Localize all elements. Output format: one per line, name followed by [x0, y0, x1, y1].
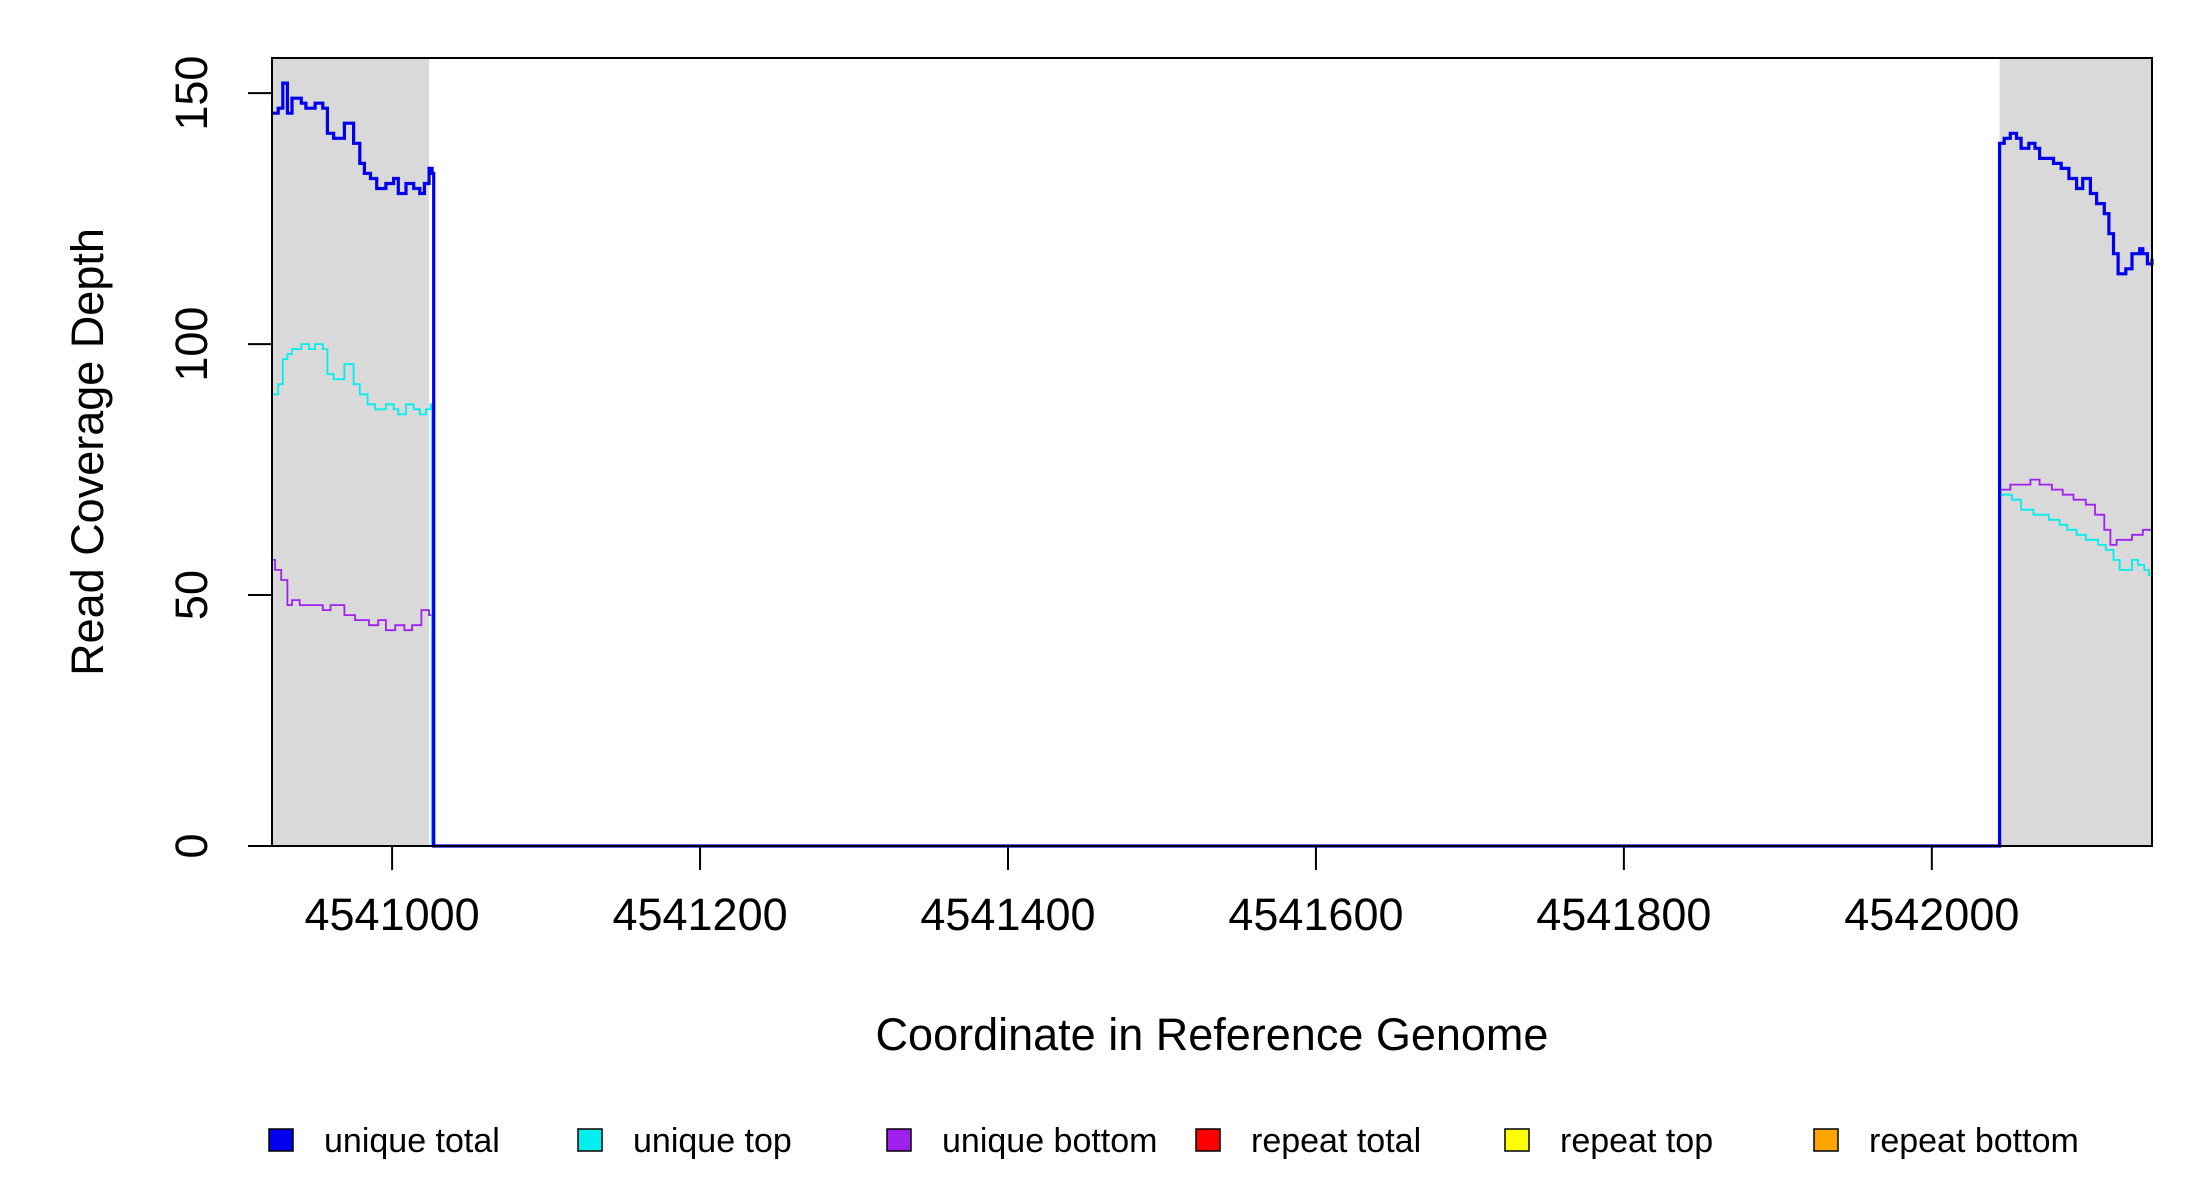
legend-swatch [1504, 1128, 1530, 1152]
legend-swatch [577, 1128, 603, 1152]
x-tick-label: 4541600 [1228, 889, 1403, 940]
legend-item-unique-top: unique top [577, 1122, 792, 1160]
x-tick-label: 4541400 [920, 889, 1095, 940]
series-line-unique-bottom [272, 478, 2153, 847]
x-tick-label: 4542000 [1844, 889, 2019, 940]
legend-label: unique total [324, 1122, 500, 1160]
legend-item-unique-bottom: unique bottom [886, 1122, 1158, 1160]
legend-label: unique top [633, 1122, 792, 1160]
legend-swatch [886, 1128, 912, 1152]
y-tick-label: 0 [166, 833, 217, 858]
y-axis: 0 50 100 150 [166, 56, 272, 859]
y-axis-label: Read Coverage Depth [62, 228, 113, 676]
legend-item-unique-total: unique total [268, 1122, 500, 1160]
legend-label: unique bottom [942, 1122, 1158, 1160]
legend-swatch [1813, 1128, 1839, 1152]
legend-label: repeat top [1560, 1122, 1713, 1160]
legend-item-repeat-total: repeat total [1195, 1122, 1421, 1160]
plot-frame [271, 57, 2153, 847]
series-lines [272, 81, 2154, 848]
legend-swatch [1195, 1128, 1221, 1152]
legend-label: repeat bottom [1869, 1122, 2079, 1160]
x-axis-label: Coordinate in Reference Genome [876, 1009, 1549, 1060]
series-line-unique-total [272, 81, 2154, 848]
y-tick-label: 100 [166, 307, 217, 382]
legend-item-repeat-top: repeat top [1504, 1122, 1713, 1160]
y-tick-label: 50 [166, 570, 217, 620]
shaded-region-0 [272, 58, 430, 846]
x-tick-label: 4541000 [304, 889, 479, 940]
legend-item-repeat-bottom: repeat bottom [1813, 1122, 2079, 1160]
x-tick-label: 4541800 [1536, 889, 1711, 940]
shaded-region-1 [1999, 58, 2152, 846]
x-tick-label: 4541200 [612, 889, 787, 940]
y-tick-label: 150 [166, 56, 217, 131]
legend-swatch [268, 1128, 294, 1152]
x-axis: 4541000 4541200 4541400 4541600 4541800 45420… [304, 846, 2019, 940]
legend-label: repeat total [1251, 1122, 1421, 1160]
shaded-regions [272, 58, 2152, 846]
series-line-unique-top [272, 343, 2152, 847]
legend: unique total unique top unique bottom repea… [268, 1122, 2079, 1160]
